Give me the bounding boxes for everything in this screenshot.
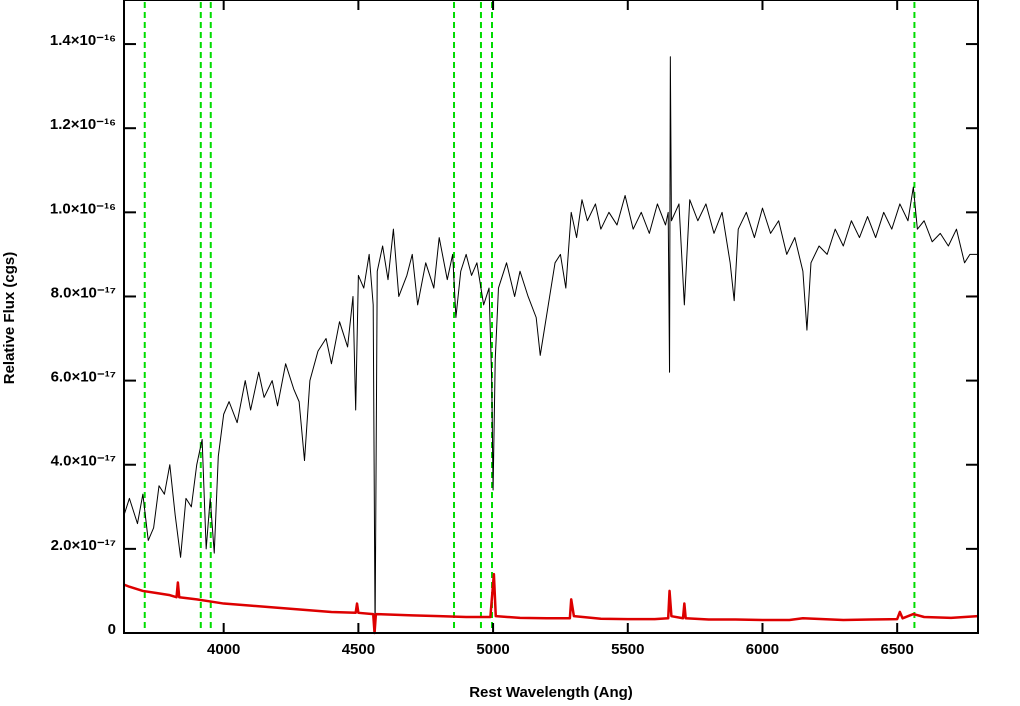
y-tick-label: 8.0×10⁻¹⁷ <box>51 284 116 301</box>
x-tick-label: 5000 <box>476 641 509 658</box>
spectrum-line <box>123 56 978 634</box>
x-tick-label: 4000 <box>207 641 240 658</box>
plot-frame <box>123 0 979 634</box>
y-axis-label: Relative Flux (cgs) <box>1 252 18 385</box>
x-tick-label: 6500 <box>880 641 913 658</box>
y-tick-label: 1.4×10⁻¹⁶ <box>50 32 116 49</box>
y-tick-label: 1.2×10⁻¹⁶ <box>50 116 116 133</box>
x-tick-label: 5500 <box>611 641 644 658</box>
y-tick-label: 0 <box>108 621 116 638</box>
y-tick-label: 1.0×10⁻¹⁶ <box>50 200 116 217</box>
spectrum-line <box>123 572 979 635</box>
y-tick-label: 6.0×10⁻¹⁷ <box>51 369 116 386</box>
x-tick-label: 4500 <box>342 641 375 658</box>
x-tick-label: 6000 <box>746 641 779 658</box>
y-tick-label: 2.0×10⁻¹⁷ <box>51 537 116 554</box>
x-axis-label: Rest Wavelength (Ang) <box>469 684 633 701</box>
y-tick-label: 4.0×10⁻¹⁷ <box>51 453 116 470</box>
